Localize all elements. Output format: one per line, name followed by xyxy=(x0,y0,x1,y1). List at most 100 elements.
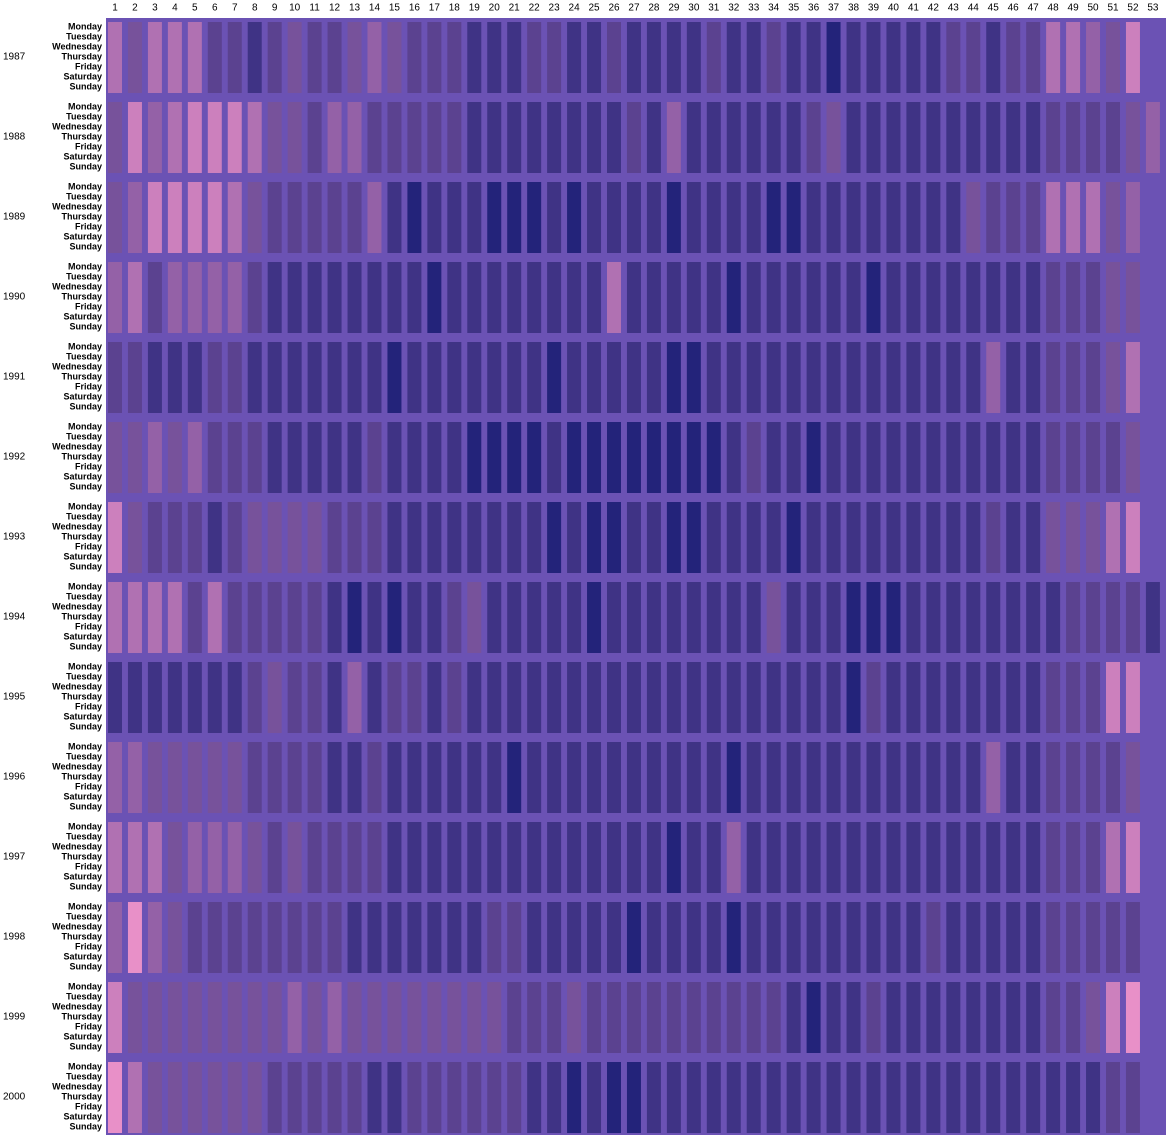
day-label: Saturday xyxy=(63,231,102,241)
day-label: Monday xyxy=(68,661,102,671)
heat-cell xyxy=(1066,102,1081,173)
heat-cell xyxy=(587,982,602,1053)
heat-cell xyxy=(646,582,661,653)
heat-cell xyxy=(547,22,562,93)
heat-cell xyxy=(167,502,182,573)
heat-cell xyxy=(686,902,701,973)
heat-cell xyxy=(167,982,182,1053)
day-label: Tuesday xyxy=(66,511,102,521)
heat-cell xyxy=(866,662,881,733)
heat-cell xyxy=(786,102,801,173)
heat-cell xyxy=(866,502,881,573)
heat-cell xyxy=(507,662,522,733)
heat-cell xyxy=(407,502,422,573)
heat-cell xyxy=(906,902,921,973)
heat-cell xyxy=(467,982,482,1053)
heat-cell xyxy=(607,422,621,493)
heat-cell xyxy=(607,662,621,733)
heat-cell xyxy=(726,982,741,1053)
heat-cell xyxy=(766,262,781,333)
heat-cell xyxy=(1125,22,1140,93)
heat-cell xyxy=(327,182,342,253)
heat-cell xyxy=(247,902,262,973)
week-label: 36 xyxy=(808,3,820,14)
heat-cell xyxy=(327,822,342,893)
heat-cell xyxy=(507,102,522,173)
heat-cell xyxy=(1006,982,1021,1053)
heat-cell xyxy=(1026,422,1041,493)
heat-cell xyxy=(906,102,921,173)
heat-cell xyxy=(1006,102,1021,173)
heat-cell xyxy=(1106,502,1120,573)
heat-cell xyxy=(886,662,901,733)
heat-cell xyxy=(507,182,522,253)
heat-cell xyxy=(447,982,462,1053)
day-label: Saturday xyxy=(63,151,102,161)
heat-cell xyxy=(766,502,781,573)
heat-cell xyxy=(986,102,1001,173)
heat-cell xyxy=(467,422,482,493)
heat-cell xyxy=(187,22,202,93)
heat-cell xyxy=(746,822,761,893)
heat-cell xyxy=(766,22,781,93)
heat-cell xyxy=(846,1062,861,1133)
heat-cell xyxy=(507,262,522,333)
heat-cell xyxy=(1026,22,1041,93)
week-label: 32 xyxy=(728,3,740,14)
heat-cell xyxy=(187,102,202,173)
heat-cell xyxy=(826,262,841,333)
heat-cell xyxy=(127,902,142,973)
heat-cell xyxy=(1086,102,1101,173)
heat-cell xyxy=(1106,662,1120,733)
week-label: 23 xyxy=(549,3,561,14)
heat-cell xyxy=(147,822,162,893)
heat-cell xyxy=(167,582,182,653)
heat-cell xyxy=(567,742,582,813)
heat-cell xyxy=(986,262,1001,333)
heat-cell xyxy=(587,902,602,973)
year-label: 1988 xyxy=(3,132,26,143)
heat-cell xyxy=(686,982,701,1053)
heat-cell xyxy=(367,182,382,253)
heat-cell xyxy=(946,22,961,93)
heat-cell xyxy=(946,822,961,893)
heat-cell xyxy=(966,262,981,333)
heat-cell xyxy=(886,102,901,173)
heat-cell xyxy=(607,902,621,973)
heat-cell xyxy=(766,662,781,733)
heat-cell xyxy=(806,342,821,413)
heat-cell xyxy=(846,502,861,573)
heat-cell xyxy=(766,582,781,653)
day-label: Tuesday xyxy=(66,31,102,41)
week-label: 13 xyxy=(349,3,361,14)
day-label: Saturday xyxy=(63,311,102,321)
heat-cell xyxy=(527,422,542,493)
heat-cell xyxy=(886,342,901,413)
day-label: Thursday xyxy=(61,51,102,61)
heat-cell xyxy=(287,662,302,733)
day-label: Sunday xyxy=(69,81,102,91)
heat-cell xyxy=(646,422,661,493)
heat-cell xyxy=(846,342,861,413)
heat-cell xyxy=(307,102,322,173)
heat-cell xyxy=(846,662,861,733)
heat-cell xyxy=(1125,822,1140,893)
heat-cell xyxy=(527,742,542,813)
day-label: Monday xyxy=(68,1061,102,1071)
heat-cell xyxy=(367,422,382,493)
day-label: Thursday xyxy=(61,611,102,621)
heat-cell xyxy=(108,1062,122,1133)
heat-cell xyxy=(866,982,881,1053)
heat-cell xyxy=(866,22,881,93)
heat-cell xyxy=(187,822,202,893)
heat-cell xyxy=(227,502,242,573)
heat-cell xyxy=(347,22,362,93)
heat-cell xyxy=(347,262,362,333)
day-label: Sunday xyxy=(69,161,102,171)
heat-cell xyxy=(706,262,721,333)
heat-cell xyxy=(966,22,981,93)
heat-cell xyxy=(1086,662,1101,733)
heat-cell xyxy=(906,422,921,493)
heat-cell xyxy=(806,22,821,93)
day-label: Thursday xyxy=(61,771,102,781)
